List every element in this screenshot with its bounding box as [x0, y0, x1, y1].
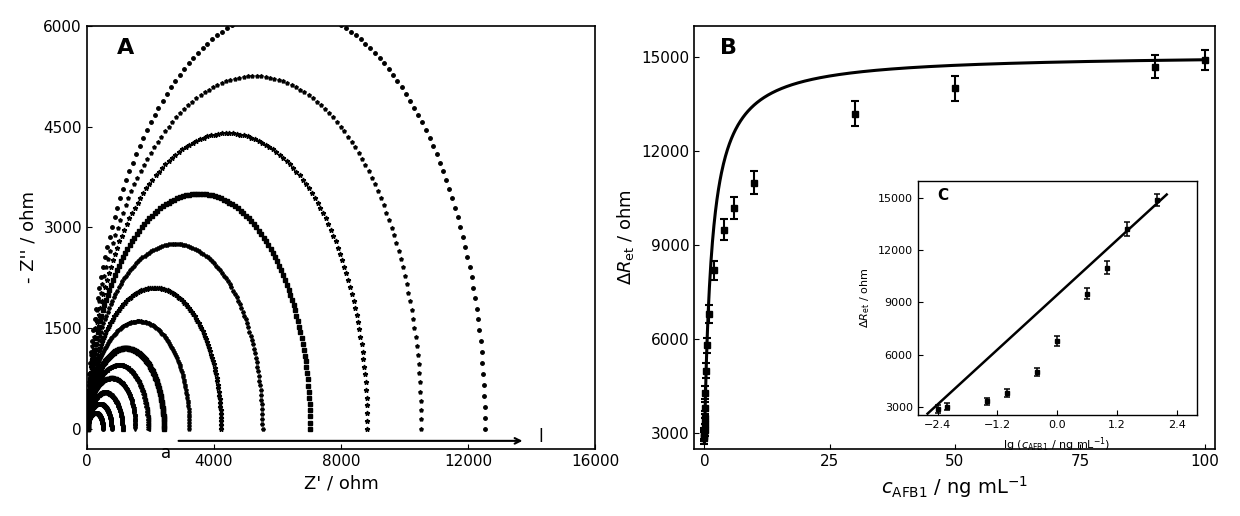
Text: l: l — [538, 428, 543, 446]
Y-axis label: - Z'' / ohm: - Z'' / ohm — [20, 191, 37, 283]
Text: A: A — [118, 39, 135, 58]
Y-axis label: $\Delta \mathit{R}_{\mathrm{et}}$ / ohm: $\Delta \mathit{R}_{\mathrm{et}}$ / ohm — [615, 189, 636, 285]
Text: a: a — [161, 444, 171, 462]
X-axis label: $\mathit{c}_{\mathrm{AFB1}}$ / ng mL$^{-1}$: $\mathit{c}_{\mathrm{AFB1}}$ / ng mL$^{-… — [882, 474, 1028, 500]
Text: B: B — [720, 39, 738, 58]
X-axis label: lg ($\mathit{c}_{\mathrm{AFB1}}$ / ng mL$^{-1}$): lg ($\mathit{c}_{\mathrm{AFB1}}$ / ng mL… — [1003, 436, 1111, 455]
Y-axis label: $\Delta \mathit{R}_{\mathrm{et}}$ / ohm: $\Delta \mathit{R}_{\mathrm{et}}$ / ohm — [858, 268, 872, 328]
Text: C: C — [937, 188, 949, 203]
X-axis label: Z' / ohm: Z' / ohm — [304, 474, 378, 492]
